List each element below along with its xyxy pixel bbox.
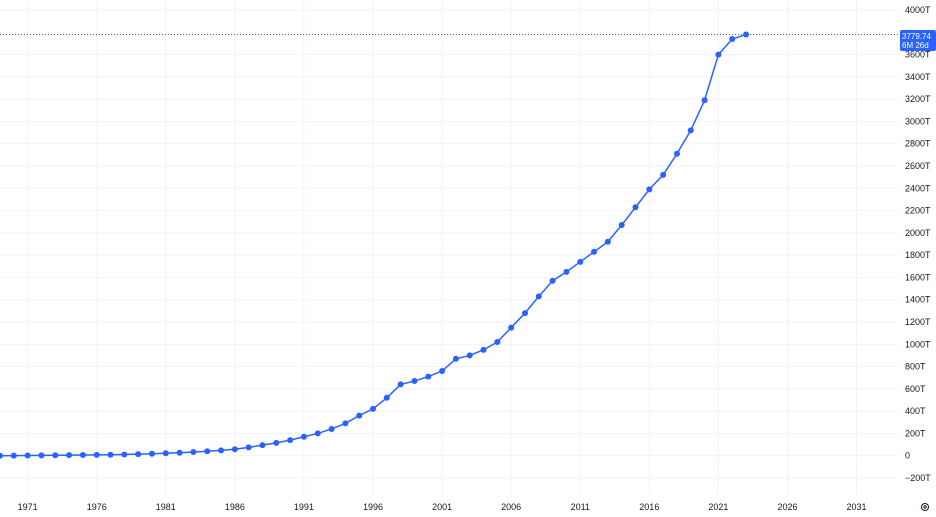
last-value-badge-bg (900, 30, 936, 51)
data-point[interactable] (148, 450, 155, 457)
y-tick-label: 1800T (905, 250, 931, 260)
x-tick-label: 2021 (708, 502, 728, 512)
y-tick-label: 2400T (905, 183, 931, 193)
y-tick-label: 2200T (905, 206, 931, 216)
data-point[interactable] (646, 186, 653, 193)
data-point[interactable] (93, 451, 100, 458)
x-tick-label: 2026 (777, 502, 797, 512)
y-tick-label: 1600T (905, 272, 931, 282)
x-tick-label: 2011 (571, 502, 590, 512)
data-point[interactable] (370, 405, 377, 412)
y-tick-label: −200T (905, 473, 931, 483)
y-tick-label: 3200T (905, 94, 931, 104)
data-point[interactable] (425, 373, 432, 380)
data-point[interactable] (24, 452, 31, 459)
y-tick-label: 800T (905, 362, 926, 372)
data-point[interactable] (383, 394, 390, 401)
y-tick-label: 3400T (905, 72, 931, 82)
x-tick-label: 2031 (847, 502, 867, 512)
x-axis: 1971 1976 1981 1986 1991 1996 2001 2006 2011 2016… (18, 502, 867, 512)
data-point[interactable] (604, 238, 611, 245)
y-tick-label: 3000T (905, 116, 931, 126)
settings-icon[interactable] (921, 503, 929, 511)
data-point[interactable] (701, 97, 708, 104)
y-tick-label: 1200T (905, 317, 931, 327)
x-tick-label: 2016 (639, 502, 659, 512)
data-point[interactable] (328, 425, 335, 432)
y-tick-label: 2800T (905, 139, 931, 149)
data-point[interactable] (660, 171, 667, 178)
last-value-label: 3779.74 (902, 32, 931, 41)
data-point[interactable] (231, 446, 238, 453)
data-point[interactable] (632, 204, 639, 211)
data-point[interactable] (397, 381, 404, 388)
y-tick-label: 600T (905, 384, 926, 394)
data-point[interactable] (0, 452, 3, 459)
x-tick-label: 1981 (156, 502, 176, 512)
data-point[interactable] (591, 248, 598, 255)
y-tick-label: 400T (905, 406, 926, 416)
data-point[interactable] (673, 150, 680, 157)
data-point[interactable] (618, 222, 625, 229)
data-point[interactable] (218, 447, 225, 454)
x-tick-label: 1996 (363, 502, 383, 512)
data-point[interactable] (549, 277, 556, 284)
y-tick-label: 1000T (905, 339, 931, 349)
x-tick-label: 1976 (87, 502, 107, 512)
data-point[interactable] (287, 437, 294, 444)
data-point[interactable] (480, 346, 487, 353)
data-point[interactable] (38, 452, 45, 459)
data-point[interactable] (452, 355, 459, 362)
data-point[interactable] (494, 339, 501, 346)
grid (0, 0, 898, 495)
data-point[interactable] (439, 368, 446, 375)
data-point[interactable] (521, 310, 528, 317)
y-tick-label: 3600T (905, 50, 931, 60)
data-point[interactable] (535, 293, 542, 300)
data-point[interactable] (135, 451, 142, 458)
series-layer (0, 31, 900, 459)
x-tick-label: 1991 (294, 502, 314, 512)
data-point[interactable] (10, 452, 17, 459)
data-point[interactable] (245, 444, 252, 451)
data-point[interactable] (342, 420, 349, 427)
data-point[interactable] (52, 452, 59, 459)
data-point[interactable] (162, 450, 169, 457)
data-point[interactable] (79, 452, 86, 459)
data-point[interactable] (176, 449, 183, 456)
data-point[interactable] (107, 451, 114, 458)
data-point[interactable] (273, 439, 280, 446)
x-tick-label: 2001 (432, 502, 452, 512)
data-point[interactable] (466, 352, 473, 359)
data-point[interactable] (356, 412, 363, 419)
last-value-badge: 3779.74 6M 26d (900, 30, 936, 51)
data-point[interactable] (66, 452, 73, 459)
data-point[interactable] (204, 448, 211, 455)
data-point[interactable] (508, 324, 515, 331)
data-point[interactable] (577, 258, 584, 265)
last-value-sublabel: 6M 26d (902, 41, 929, 50)
x-tick-label: 2006 (501, 502, 521, 512)
y-tick-label: 200T (905, 428, 926, 438)
data-point[interactable] (743, 31, 750, 38)
data-point[interactable] (563, 268, 570, 275)
data-point[interactable] (729, 35, 736, 42)
data-point[interactable] (411, 378, 418, 385)
data-point[interactable] (715, 51, 722, 58)
data-point[interactable] (259, 442, 266, 449)
y-tick-label: 2600T (905, 161, 931, 171)
y-axis: −200T 0 200T 400T 600T 800T 1000T 1200T 1400T 160… (905, 5, 931, 483)
data-point[interactable] (121, 451, 128, 458)
data-point[interactable] (687, 127, 694, 134)
data-point[interactable] (300, 433, 307, 440)
data-point[interactable] (314, 430, 321, 437)
y-tick-label: 2000T (905, 228, 931, 238)
y-tick-label: 4000T (905, 5, 931, 15)
data-point[interactable] (190, 449, 197, 456)
y-tick-label: 1400T (905, 295, 931, 305)
x-tick-label: 1986 (225, 502, 245, 512)
x-tick-label: 1971 (18, 502, 38, 512)
y-tick-label: 0 (905, 451, 910, 461)
